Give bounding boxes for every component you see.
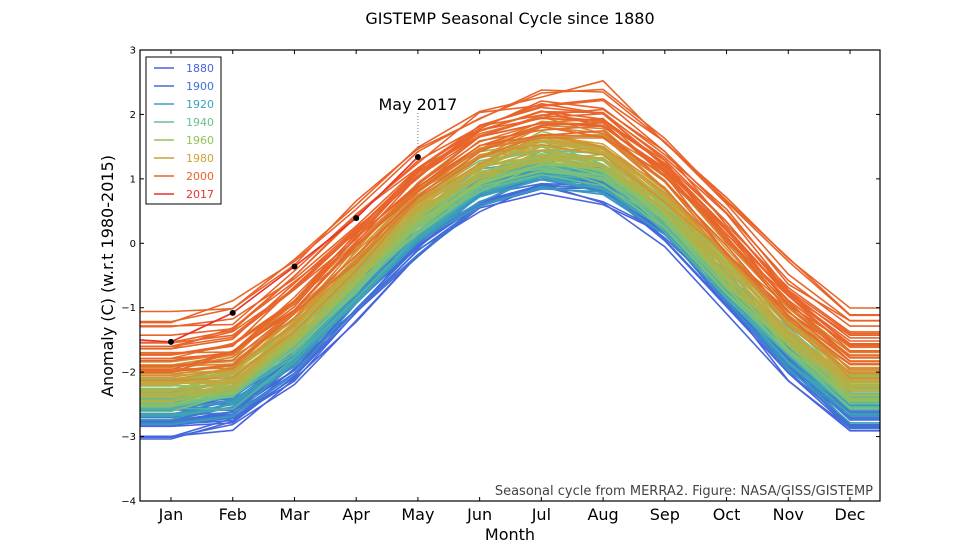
series-line-2010	[140, 110, 880, 348]
x-tick-label-aug: Aug	[587, 505, 618, 524]
y-tick-label: 0	[130, 239, 136, 250]
legend-label-1980: 1980	[186, 152, 214, 165]
series-line-1999	[140, 129, 880, 367]
series-line-2017	[139, 156, 419, 343]
series-line-1938	[140, 173, 880, 409]
y-tick-label: −4	[121, 497, 136, 508]
point-2017-jan	[168, 338, 174, 345]
x-tick-label-may: May	[401, 505, 434, 524]
legend-label-1900: 1900	[186, 80, 214, 93]
series-line-1998	[140, 125, 880, 373]
legend: 1880 1900 1920 1940 1960 1980 2000 2017	[145, 56, 222, 205]
legend-label-1880: 1880	[186, 62, 214, 75]
legend-box	[145, 56, 222, 205]
series-line-2013	[140, 100, 880, 328]
x-tick-label-nov: Nov	[773, 505, 804, 524]
series-line-2001	[140, 121, 880, 360]
series-line-2012	[140, 117, 880, 348]
point-2017-may	[414, 153, 421, 160]
x-axis: Jan Feb Mar Apr May Jun Jul Aug Sep Oct Nov Dec	[158, 50, 866, 524]
series-line-1973	[140, 158, 880, 397]
series-line-2011	[140, 98, 880, 327]
series-line-1929	[140, 174, 880, 411]
series-line-2009	[140, 99, 880, 344]
annotation: May 2017	[378, 95, 457, 153]
x-tick-label-jul: Jul	[531, 505, 551, 524]
x-tick-label-apr: Apr	[342, 505, 370, 524]
x-tick-label-feb: Feb	[219, 505, 247, 524]
y-tick-label: 3	[130, 46, 136, 57]
legend-label-1960: 1960	[186, 134, 214, 147]
series-line-1993	[140, 133, 880, 373]
chart-title: GISTEMP Seasonal Cycle since 1880	[365, 9, 654, 28]
legend-label-1920: 1920	[186, 98, 214, 111]
y-tick-label: −3	[121, 432, 136, 443]
highlight-2017	[139, 153, 421, 345]
y-tick-label: 2	[130, 110, 136, 121]
legend-label-2017: 2017	[186, 188, 214, 201]
x-tick-label-dec: Dec	[835, 505, 866, 524]
y-tick-label: −2	[121, 368, 136, 379]
x-axis-label: Month	[485, 525, 535, 544]
x-tick-label-mar: Mar	[279, 505, 310, 524]
series-lines	[140, 79, 880, 440]
series-line-1881	[140, 192, 880, 438]
series-line-1915	[140, 186, 880, 426]
series-line-2014	[140, 88, 880, 324]
y-axis: −4 −3 −2 −1 0 1 2 3	[121, 46, 880, 508]
legend-label-1940: 1940	[186, 116, 214, 129]
legend-label-2000: 2000	[186, 170, 214, 183]
x-tick-label-sep: Sep	[650, 505, 680, 524]
annotation-text: May 2017	[378, 95, 457, 114]
point-2017-feb	[229, 309, 236, 316]
series-line-2016	[140, 79, 880, 313]
y-axis-label: Anomaly (C) (w.r.t 1980-2015)	[98, 155, 117, 397]
point-2017-mar	[291, 263, 298, 270]
series-line-1972	[140, 153, 880, 403]
y-tick-label: −1	[121, 303, 136, 314]
x-tick-label-jan: Jan	[158, 505, 184, 524]
series-line-1980	[140, 147, 880, 384]
plot-frame	[139, 49, 881, 502]
credit-text: Seasonal cycle from MERRA2. Figure: NASA…	[495, 484, 873, 499]
x-tick-label-oct: Oct	[713, 505, 741, 524]
x-tick-label-jun: Jun	[466, 505, 492, 524]
point-2017-apr	[353, 215, 360, 222]
series-line-1986	[140, 143, 880, 382]
y-tick-label: 1	[130, 174, 136, 185]
